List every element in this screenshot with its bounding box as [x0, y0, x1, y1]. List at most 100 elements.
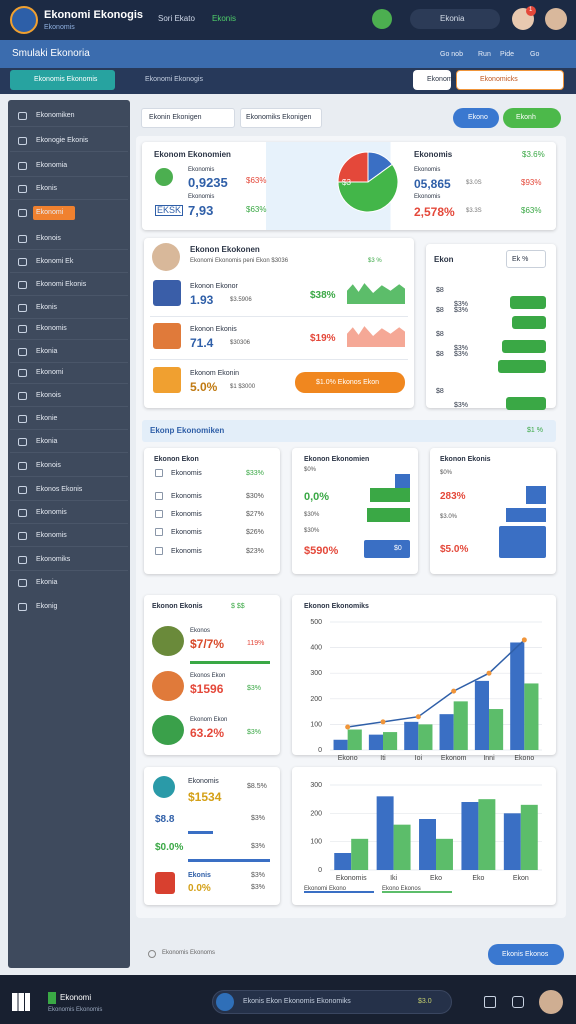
category-change: $3%	[247, 685, 262, 692]
header-link[interactable]: Go	[530, 51, 540, 58]
taskbar-app-sub: Ekonomis Ekonomis	[48, 1007, 103, 1013]
filter-button[interactable]	[503, 108, 561, 128]
avatar[interactable]	[545, 8, 567, 30]
sidebar-icon	[18, 137, 27, 145]
sidebar-item[interactable]: Ekonomi	[36, 369, 64, 376]
sidebar-item[interactable]: Ekonomiks	[36, 556, 71, 563]
checkbox[interactable]	[155, 547, 163, 555]
taskbar-avatar[interactable]	[539, 990, 563, 1014]
category-icon	[152, 626, 184, 656]
compare-bar	[188, 831, 213, 834]
card-title: Ekon	[434, 255, 454, 264]
sidebar-active	[33, 206, 75, 220]
sidebar-item[interactable]: Ekonomiken	[36, 112, 75, 119]
nav-link-active[interactable]: Ekonis	[212, 14, 237, 23]
badge-count: 1	[529, 7, 533, 13]
sidebar-item[interactable]: Ekonomi Ekonis	[36, 281, 87, 288]
row-value: 71.4	[190, 336, 214, 350]
sidebar-item[interactable]: Ekonig	[36, 603, 58, 610]
sidebar-row	[10, 105, 128, 127]
kpi-change: $93%	[521, 178, 542, 187]
action-button[interactable]	[413, 70, 451, 90]
sidebar-item[interactable]: Ekonois	[36, 235, 61, 242]
sidebar-item[interactable]: Ekonomis	[36, 532, 67, 539]
start-icon[interactable]	[12, 993, 30, 1011]
category-label: Ekonom Ekon	[190, 717, 228, 723]
checkbox[interactable]	[155, 528, 163, 536]
compare-bar	[188, 859, 270, 862]
sidebar-item[interactable]: Ekonos Ekonis	[36, 486, 83, 493]
row-value: 5.0%	[190, 380, 218, 394]
header-link[interactable]: Run	[478, 51, 491, 58]
list-value: $33%	[246, 470, 264, 477]
row-note: $1 $3000	[230, 384, 256, 390]
kpi-icon	[155, 168, 173, 186]
card-badge: $ $$	[231, 603, 245, 610]
sidebar-icon	[18, 579, 27, 587]
status-icon	[372, 9, 392, 29]
sidebar-item[interactable]: Ekonomis	[36, 509, 67, 516]
taskbar-icon[interactable]	[484, 996, 496, 1008]
metric-line: 283%	[440, 491, 466, 502]
row-title: Ekonom Ekonin	[190, 370, 240, 377]
header-link[interactable]: Pide	[500, 51, 515, 58]
sidebar-item[interactable]: Ekonois	[36, 392, 61, 399]
app-subtitle: Ekonomis	[44, 24, 75, 31]
card-title: Ekonomis	[188, 778, 219, 785]
sidebar-item[interactable]: Ekonis	[36, 185, 58, 192]
sidebar-item[interactable]: Ekonia	[36, 438, 58, 445]
dropdown[interactable]	[141, 108, 235, 128]
taskbar-app-icon	[48, 992, 56, 1004]
primary-button[interactable]	[10, 70, 115, 90]
sidebar-row	[10, 251, 128, 273]
footer-button[interactable]	[488, 944, 564, 965]
sidebar-item[interactable]: Ekonomis	[36, 325, 67, 332]
taskbar-icon[interactable]	[512, 996, 524, 1008]
sidebar-row	[10, 297, 128, 319]
header-link[interactable]: Go nob	[440, 51, 463, 58]
metric-line: $0%	[440, 470, 453, 476]
divider	[150, 359, 408, 360]
filter-button[interactable]	[453, 108, 499, 128]
row-value: 1.93	[190, 293, 214, 307]
list-value: $26%	[246, 529, 264, 536]
metric-bar	[499, 526, 546, 558]
sidebar-item[interactable]: Ekonois	[36, 462, 61, 469]
sidebar-item[interactable]: Ekonis	[36, 304, 58, 311]
search-box[interactable]	[410, 9, 500, 29]
checkbox[interactable]	[155, 469, 163, 477]
checkbox[interactable]	[155, 492, 163, 500]
kpi-label: Ekonomis	[414, 167, 441, 173]
card-title: Ekonon Ekokonen	[190, 245, 260, 254]
kpi-change: $63%	[521, 206, 542, 215]
sidebar-icon	[18, 415, 27, 423]
nav-link[interactable]: Sori Ekato	[158, 14, 195, 23]
metric-bar	[370, 488, 410, 502]
sidebar-row	[10, 155, 128, 177]
metric-line: $30%	[304, 512, 320, 518]
category-label: Ekonos Ekon	[190, 673, 226, 679]
row-button[interactable]	[295, 372, 405, 393]
taskbar-search[interactable]	[212, 990, 452, 1014]
chip[interactable]	[506, 250, 546, 268]
category-change: 119%	[247, 640, 265, 647]
sidebar-item[interactable]: Ekonia	[36, 579, 58, 586]
checkbox[interactable]	[155, 510, 163, 518]
sidebar-item[interactable]: Ekonomi	[36, 209, 64, 216]
sidebar-item[interactable]: Ekonia	[36, 348, 58, 355]
sidebar-item[interactable]: Ekonomi Ek	[36, 258, 74, 265]
sidebar-row	[10, 525, 128, 547]
sidebar-item[interactable]: Ekonie	[36, 415, 58, 422]
row-title: Ekonon Ekonor	[190, 283, 238, 290]
filter-button-label: Ekono	[468, 114, 488, 121]
mini-value: $3%	[454, 402, 469, 409]
card-title: Ekonon Ekonis	[152, 603, 203, 610]
sidebar-icon	[18, 486, 27, 494]
mini-label: $8	[436, 388, 444, 395]
action-button[interactable]	[456, 70, 564, 90]
sidebar-item[interactable]: Ekonogie Ekonis	[36, 137, 89, 144]
row-button-label: $1.0% Ekonos Ekon	[316, 379, 380, 386]
sidebar-item[interactable]: Ekonomia	[36, 162, 68, 169]
dropdown[interactable]	[240, 108, 322, 128]
